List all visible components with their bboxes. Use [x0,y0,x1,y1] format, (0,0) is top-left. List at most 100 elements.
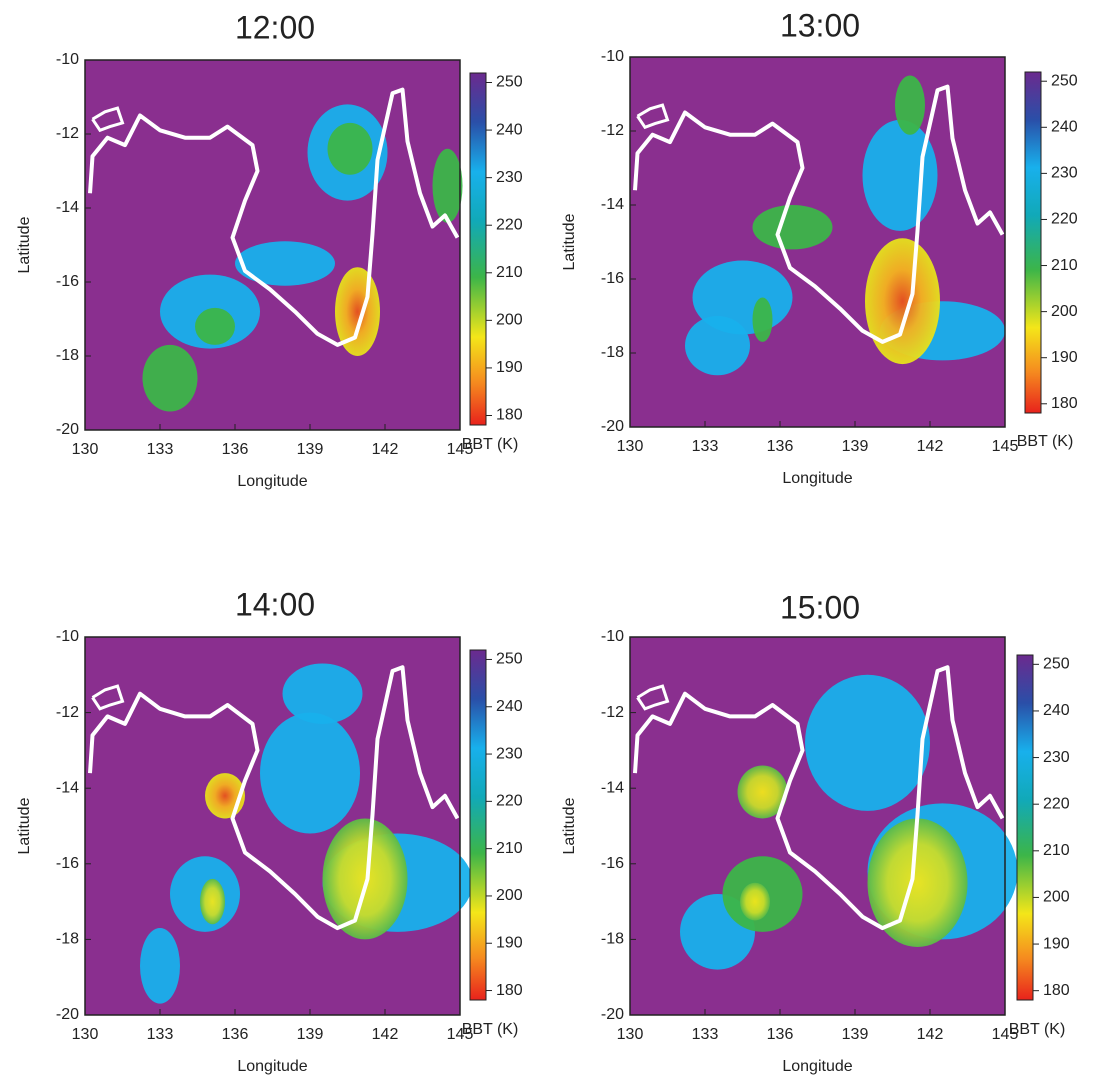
colorbar [469,72,487,426]
cloud-region [142,344,198,412]
y-tick-label: -20 [56,421,79,438]
colorbar-tick-label: 220 [1051,211,1078,228]
colorbar-tick-label: 180 [496,407,523,424]
x-tick-label: 139 [842,1026,869,1043]
cloud-region [737,765,788,819]
cloud-region [740,882,770,921]
x-tick-label: 139 [297,1026,324,1043]
x-tick-label: 139 [297,441,324,458]
cloud-region [260,712,360,834]
colorbar-tick-label: 180 [496,982,523,999]
colorbar [1016,654,1034,1001]
x-tick-label: 145 [992,438,1019,455]
colorbar-tick-label: 220 [496,216,523,233]
colorbar-tick-label: 240 [496,121,523,138]
x-tick-label: 145 [447,441,474,458]
y-axis-label: Latitude [561,797,578,854]
colorbar-tick-label: 250 [1051,72,1078,89]
y-tick-label: -16 [601,855,624,872]
colorbar-label: BBT (K) [1009,1021,1066,1038]
x-tick-label: 136 [222,441,249,458]
y-tick-label: -10 [56,628,79,645]
island [91,106,125,133]
y-tick-label: -18 [56,347,79,364]
y-tick-label: -10 [601,628,624,645]
x-axis-label: Longitude [237,1058,307,1075]
cloud-region [327,122,373,175]
x-tick-label: 142 [917,1026,944,1043]
y-tick-label: -12 [601,704,624,721]
x-tick-label: 142 [372,1026,399,1043]
coastline [633,84,1005,344]
cloud-region [432,148,463,223]
colorbar-tick-label: 230 [1043,749,1070,766]
colorbar-tick-label: 190 [496,934,523,951]
x-tick-label: 130 [72,1026,99,1043]
x-tick-label: 136 [767,1026,794,1043]
colorbar-tick-label: 250 [496,651,523,668]
y-tick-label: -16 [56,855,79,872]
x-axis-label: Longitude [782,470,852,487]
colorbar-tick-label: 240 [1043,702,1070,719]
x-tick-label: 142 [917,438,944,455]
cloud-region [865,238,940,365]
coastline [633,665,1005,931]
colorbar-tick-label: 230 [496,745,523,762]
x-tick-label: 130 [617,438,644,455]
x-axis-label: Longitude [237,473,307,490]
colorbar-tick-label: 190 [1051,349,1078,366]
plot-frame [629,56,1006,428]
plot-frame [629,636,1006,1016]
y-tick-label: -12 [56,125,79,142]
colorbar-tick-label: 180 [1051,395,1078,412]
cloud-region [140,928,180,1004]
colorbar [469,649,487,1001]
x-tick-label: 142 [372,441,399,458]
cloud-region [867,818,968,947]
y-axis-label: Latitude [16,216,33,273]
plot-frame [84,636,461,1016]
colorbar-tick-label: 250 [1043,656,1070,673]
cloud-region [200,878,225,925]
x-tick-label: 136 [222,1026,249,1043]
x-tick-label: 139 [842,438,869,455]
cloud-region [752,205,833,250]
coastline [88,87,460,347]
y-tick-label: -18 [56,931,79,948]
x-tick-label: 133 [692,438,719,455]
x-tick-label: 133 [147,1026,174,1043]
y-tick-label: -18 [601,344,624,361]
cloud-region [322,818,408,940]
colorbar-tick-label: 240 [1051,119,1078,136]
colorbar-tick-label: 240 [496,698,523,715]
colorbar-tick-label: 250 [496,74,523,91]
y-tick-label: -14 [601,779,624,796]
x-tick-label: 133 [147,441,174,458]
colorbar-tick-label: 180 [1043,982,1070,999]
colorbar [1024,71,1042,414]
y-tick-label: -12 [56,704,79,721]
y-tick-label: -12 [601,122,624,139]
y-tick-label: -10 [601,48,624,65]
colorbar-tick-label: 220 [1043,795,1070,812]
colorbar-tick-label: 230 [1051,165,1078,182]
colorbar-tick-label: 210 [1051,257,1078,274]
colorbar-tick-label: 200 [496,312,523,329]
x-tick-label: 130 [617,1026,644,1043]
colorbar-tick-label: 230 [496,169,523,186]
cloud-region [235,241,335,286]
x-tick-label: 133 [692,1026,719,1043]
cloud-region [692,260,793,335]
colorbar-tick-label: 200 [1051,303,1078,320]
panel-title: 13:00 [780,7,860,43]
y-tick-label: -20 [56,1006,79,1023]
x-tick-label: 145 [447,1026,474,1043]
x-tick-label: 136 [767,438,794,455]
colorbar-tick-label: 210 [1043,842,1070,859]
y-tick-label: -20 [601,1006,624,1023]
cloud-region [805,674,930,811]
cloud-region [195,307,235,345]
colorbar-tick-label: 210 [496,264,523,281]
colorbar-tick-label: 220 [496,793,523,810]
panel-title: 12:00 [235,9,315,45]
